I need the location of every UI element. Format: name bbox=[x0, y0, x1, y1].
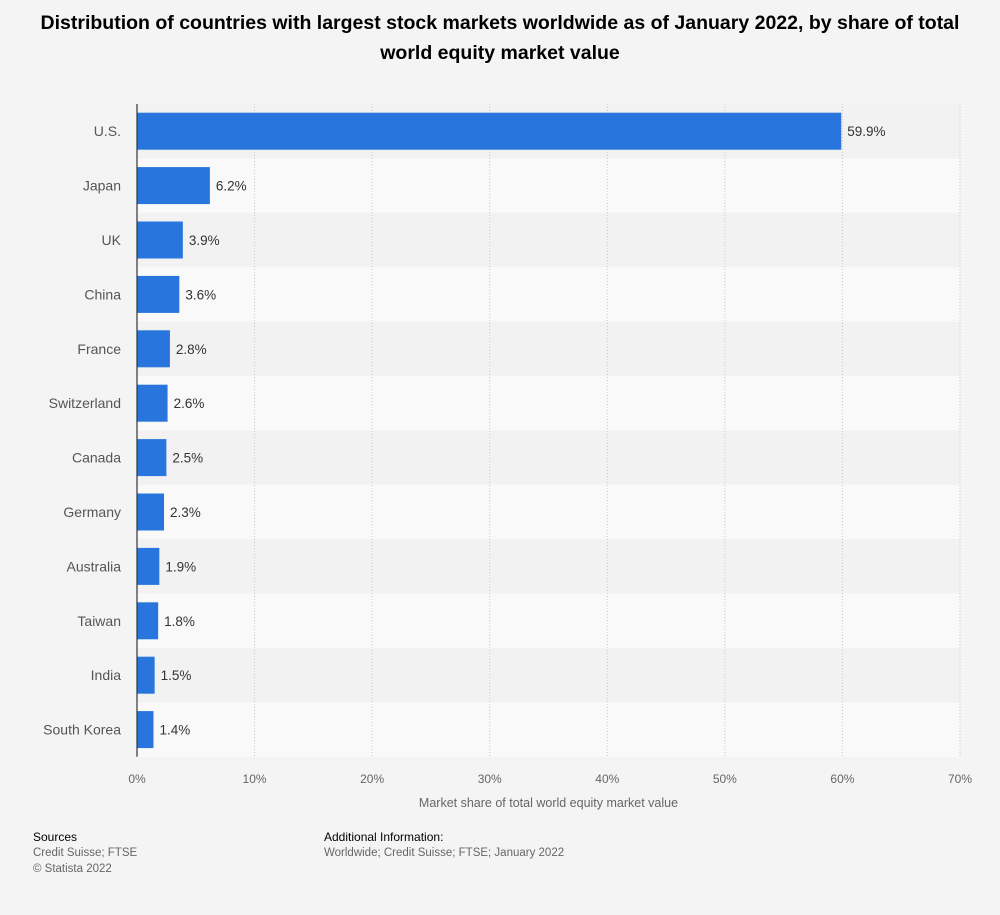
value-label: 2.6% bbox=[174, 396, 205, 411]
row-band bbox=[137, 648, 960, 703]
bar-taiwan[interactable] bbox=[137, 602, 159, 640]
value-label: 2.5% bbox=[172, 451, 203, 466]
bar-australia[interactable] bbox=[137, 547, 160, 585]
sources-text: Credit Suisse; FTSE bbox=[33, 847, 138, 859]
row-band bbox=[137, 158, 960, 213]
additional-info-heading: Additional Information: bbox=[324, 830, 444, 844]
value-label: 3.9% bbox=[189, 233, 220, 248]
row-band bbox=[137, 267, 960, 322]
value-label: 3.6% bbox=[185, 287, 216, 302]
x-tick-label: 30% bbox=[478, 772, 502, 786]
bar-canada[interactable] bbox=[137, 439, 167, 477]
value-label: 6.2% bbox=[216, 179, 247, 194]
sources-block: Sources Credit Suisse; FTSE © Statista 2… bbox=[33, 829, 137, 877]
row-band bbox=[137, 212, 960, 268]
category-label: France bbox=[77, 341, 121, 357]
category-label: Switzerland bbox=[49, 395, 121, 411]
x-tick-label: 20% bbox=[360, 772, 384, 786]
x-tick-label: 70% bbox=[948, 772, 972, 786]
chart-title: Distribution of countries with largest s… bbox=[40, 12, 960, 64]
bar-uk[interactable] bbox=[137, 221, 183, 259]
bars bbox=[137, 112, 842, 749]
grid-lines bbox=[254, 104, 961, 757]
sources-heading: Sources bbox=[33, 830, 78, 844]
row-bands bbox=[137, 104, 960, 757]
category-label: Canada bbox=[72, 450, 121, 466]
bar-switzerland[interactable] bbox=[137, 384, 168, 422]
category-label: UK bbox=[102, 232, 122, 248]
value-label: 1.9% bbox=[165, 559, 196, 574]
row-band bbox=[137, 321, 960, 376]
x-tick-label: 50% bbox=[713, 772, 737, 786]
category-label: China bbox=[84, 286, 121, 302]
bar-germany[interactable] bbox=[137, 493, 165, 531]
row-band bbox=[137, 484, 960, 540]
x-tick-label: 60% bbox=[830, 772, 854, 786]
copyright-text: © Statista 2022 bbox=[33, 863, 112, 875]
x-tick-label: 10% bbox=[243, 772, 267, 786]
additional-info-text: Worldwide; Credit Suisse; FTSE; January … bbox=[324, 847, 565, 859]
category-label: South Korea bbox=[43, 722, 121, 738]
category-label: India bbox=[91, 667, 122, 683]
value-label: 1.4% bbox=[159, 723, 190, 738]
bar-france[interactable] bbox=[137, 330, 170, 368]
row-band bbox=[137, 593, 960, 648]
bar-china[interactable] bbox=[137, 275, 180, 313]
value-label: 1.8% bbox=[164, 614, 195, 629]
value-labels: 59.9% 6.2% 3.9% 3.6% 2.8% 2.6% 2.5% 2.3% 1.9% 1.8… bbox=[159, 124, 885, 737]
category-label: Germany bbox=[63, 504, 121, 520]
value-label: 1.5% bbox=[161, 668, 192, 683]
category-label: Japan bbox=[83, 178, 121, 194]
value-label: 2.8% bbox=[176, 342, 207, 357]
category-label: Australia bbox=[67, 558, 122, 574]
bar-south-korea[interactable] bbox=[137, 711, 154, 749]
category-label: U.S. bbox=[94, 123, 121, 139]
value-label: 59.9% bbox=[847, 124, 885, 139]
bar-chart: U.S. Japan UK China France Switzerland Canada G… bbox=[43, 104, 972, 810]
bar-india[interactable] bbox=[137, 656, 155, 694]
x-axis-ticks: 0% 10% 20% 30% 40% 50% 60% 70% bbox=[128, 772, 972, 786]
row-band bbox=[137, 376, 960, 431]
x-tick-label: 40% bbox=[595, 772, 619, 786]
x-axis-title: Market share of total world equity marke… bbox=[419, 796, 678, 810]
bar-japan[interactable] bbox=[137, 167, 210, 205]
row-band bbox=[137, 430, 960, 485]
row-band bbox=[137, 539, 960, 594]
category-labels: U.S. Japan UK China France Switzerland Canada G… bbox=[43, 123, 122, 737]
row-band bbox=[137, 702, 960, 757]
category-label: Taiwan bbox=[77, 613, 121, 629]
value-label: 2.3% bbox=[170, 505, 201, 520]
additional-info-block: Additional Information: Worldwide; Credi… bbox=[324, 829, 564, 861]
bar-u-s[interactable] bbox=[137, 112, 842, 150]
x-tick-label: 0% bbox=[128, 772, 146, 786]
